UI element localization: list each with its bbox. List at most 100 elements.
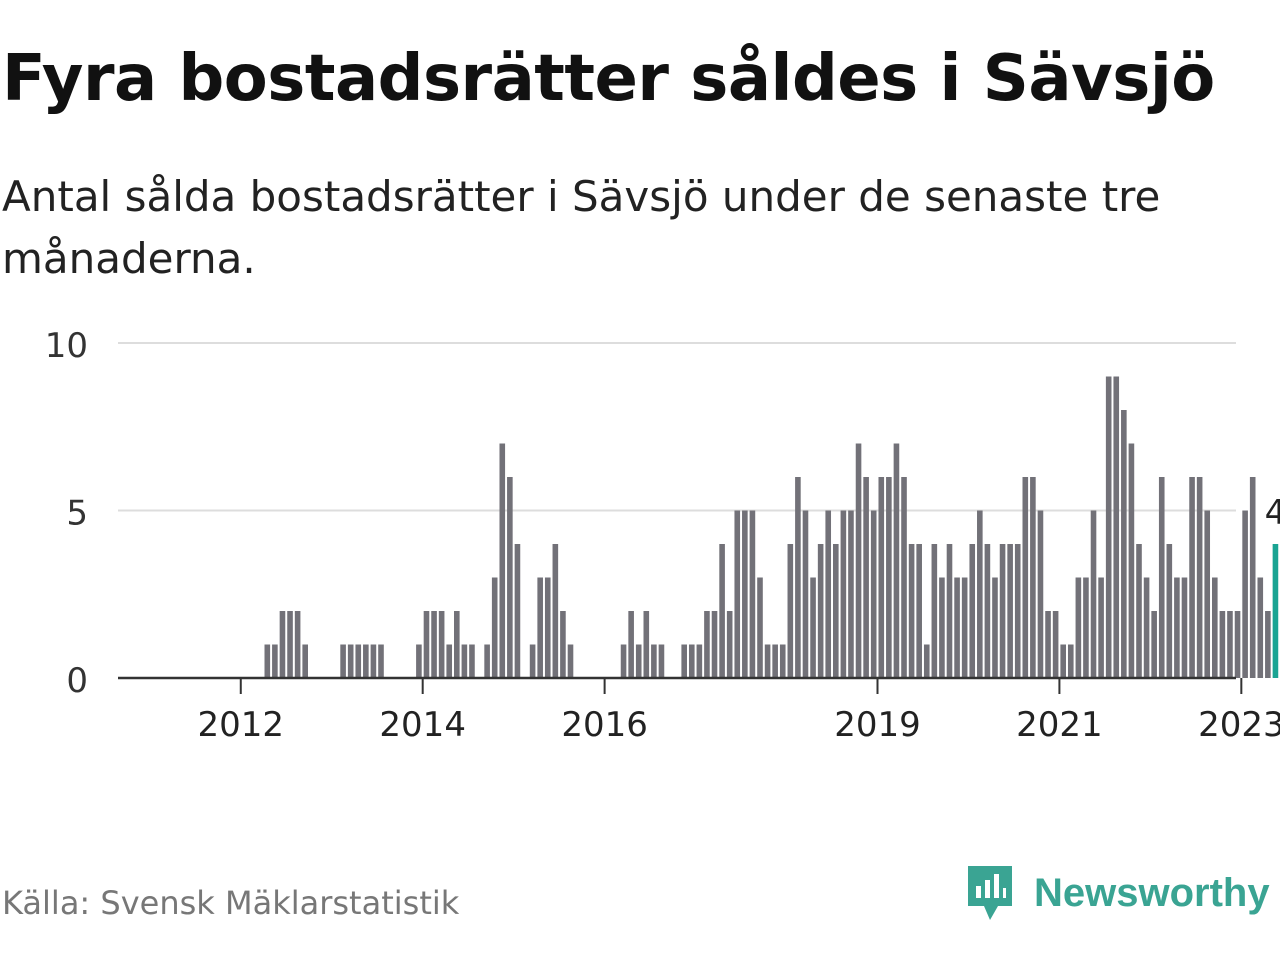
bar [1257, 577, 1264, 678]
brand-name: Newsworthy [1034, 870, 1270, 915]
bar [742, 510, 748, 678]
bar [863, 477, 869, 678]
bar [870, 510, 877, 678]
bar [355, 644, 362, 678]
bar [1014, 544, 1021, 678]
bar [772, 644, 778, 678]
bar [635, 644, 642, 678]
bar [347, 644, 354, 678]
bar [1196, 477, 1203, 678]
bar [620, 644, 627, 678]
bar [1067, 644, 1074, 678]
bar [923, 644, 930, 678]
bar [370, 644, 377, 678]
gridlines [118, 342, 1236, 512]
bar [787, 544, 794, 678]
bar [363, 644, 369, 678]
bar [764, 644, 771, 678]
bar [1174, 577, 1180, 678]
bar [681, 644, 687, 678]
bar [711, 611, 718, 678]
bar [340, 644, 346, 678]
bar [1136, 544, 1142, 678]
bar [416, 644, 422, 678]
bar [279, 611, 286, 678]
bar [1227, 611, 1233, 678]
bar [901, 477, 907, 678]
bar [1090, 510, 1097, 678]
bar [992, 577, 998, 678]
bar [1007, 544, 1013, 678]
x-tick-label: 2012 [198, 705, 285, 745]
bar [628, 611, 634, 678]
bar [726, 611, 733, 678]
bar [1265, 611, 1271, 678]
bar [1075, 577, 1082, 678]
bar [855, 443, 862, 678]
bar [438, 611, 445, 678]
data-label: 4 [1265, 493, 1280, 533]
bar [461, 644, 468, 678]
bar [1022, 477, 1029, 678]
bar [287, 611, 293, 678]
bar [1212, 577, 1218, 678]
bar [431, 611, 437, 678]
bar [719, 544, 725, 678]
bar [264, 644, 271, 678]
bar [1060, 644, 1066, 678]
x-tick-label: 2019 [834, 705, 921, 745]
bar [734, 510, 741, 678]
bar [302, 644, 308, 678]
bar [931, 544, 938, 678]
bar [294, 611, 301, 678]
bar [1151, 611, 1157, 678]
newsworthy-logo-icon [968, 866, 1012, 920]
bar [779, 644, 786, 678]
bar [977, 510, 983, 678]
bar [817, 544, 824, 678]
bar [469, 644, 475, 678]
bar [946, 544, 953, 678]
bar [969, 544, 976, 678]
bar [1189, 477, 1195, 678]
bar [1105, 376, 1112, 678]
bar [916, 544, 922, 678]
x-tick-label: 2023 [1198, 705, 1280, 745]
highlight-bar [1272, 544, 1279, 678]
bar [484, 644, 490, 678]
bar [696, 644, 703, 678]
bar [1052, 611, 1059, 678]
chart-title: Fyra bostadsrätter såldes i Sävsjö [2, 42, 1215, 116]
bar [840, 510, 847, 678]
bar [984, 544, 991, 678]
bar-chart: 0 5 10 4 2012 2014 2016 2019 2021 2023 [45, 326, 1280, 745]
bar [560, 611, 566, 678]
y-tick-label: 5 [66, 494, 88, 534]
y-tick-label: 0 [66, 661, 88, 701]
bar [999, 544, 1006, 678]
bar [1242, 510, 1248, 678]
bar [1181, 577, 1188, 678]
bar [1037, 510, 1044, 678]
bar [939, 577, 945, 678]
bar [507, 477, 513, 678]
bar [893, 443, 900, 678]
bar [552, 544, 559, 678]
bar [833, 544, 839, 678]
bar [810, 577, 816, 678]
bar [886, 477, 892, 678]
bar [454, 611, 460, 678]
bar [658, 644, 665, 678]
bar [544, 577, 551, 678]
x-tick-label: 2016 [561, 705, 648, 745]
bar [825, 510, 832, 678]
bar [651, 644, 657, 678]
bar [1045, 611, 1051, 678]
bar [1030, 477, 1036, 678]
bar [908, 544, 915, 678]
bar [757, 577, 763, 678]
bar [1158, 477, 1165, 678]
bar [1113, 376, 1120, 678]
chart-subtitle: Antal sålda bostadsrätter i Sävsjö under… [2, 172, 1161, 283]
bar [954, 577, 960, 678]
